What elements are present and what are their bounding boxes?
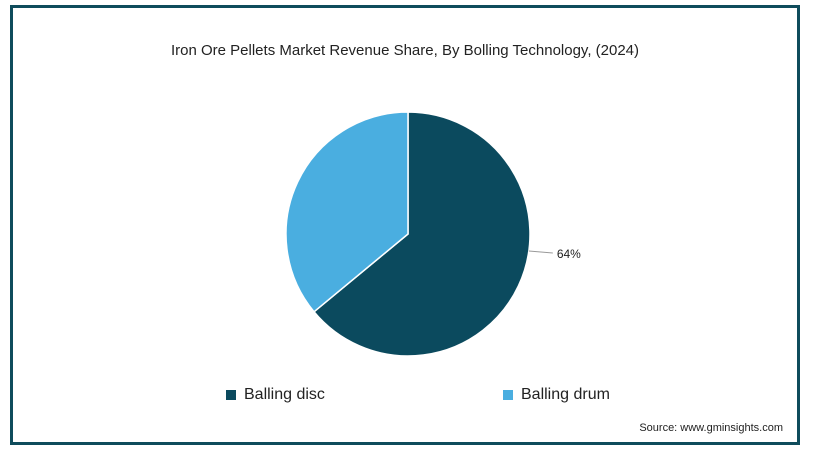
data-label-balling-disc: 64% [557, 247, 581, 261]
legend-label-balling-disc: Balling disc [244, 386, 325, 403]
source-note: Source: www.gminsights.com [639, 422, 783, 434]
legend-swatch-balling-disc [226, 390, 236, 400]
chart-title: Iron Ore Pellets Market Revenue Share, B… [170, 42, 640, 59]
pie-slice-balling-disc [312, 111, 531, 357]
data-label-leader-balling-disc [528, 250, 553, 254]
pie-slice-balling-drum [285, 111, 409, 313]
legend-item-balling-disc: Balling disc [226, 386, 325, 404]
legend-label-balling-drum: Balling drum [521, 386, 610, 403]
legend-swatch-balling-drum [503, 390, 513, 400]
legend-item-balling-drum: Balling drum [503, 386, 610, 404]
